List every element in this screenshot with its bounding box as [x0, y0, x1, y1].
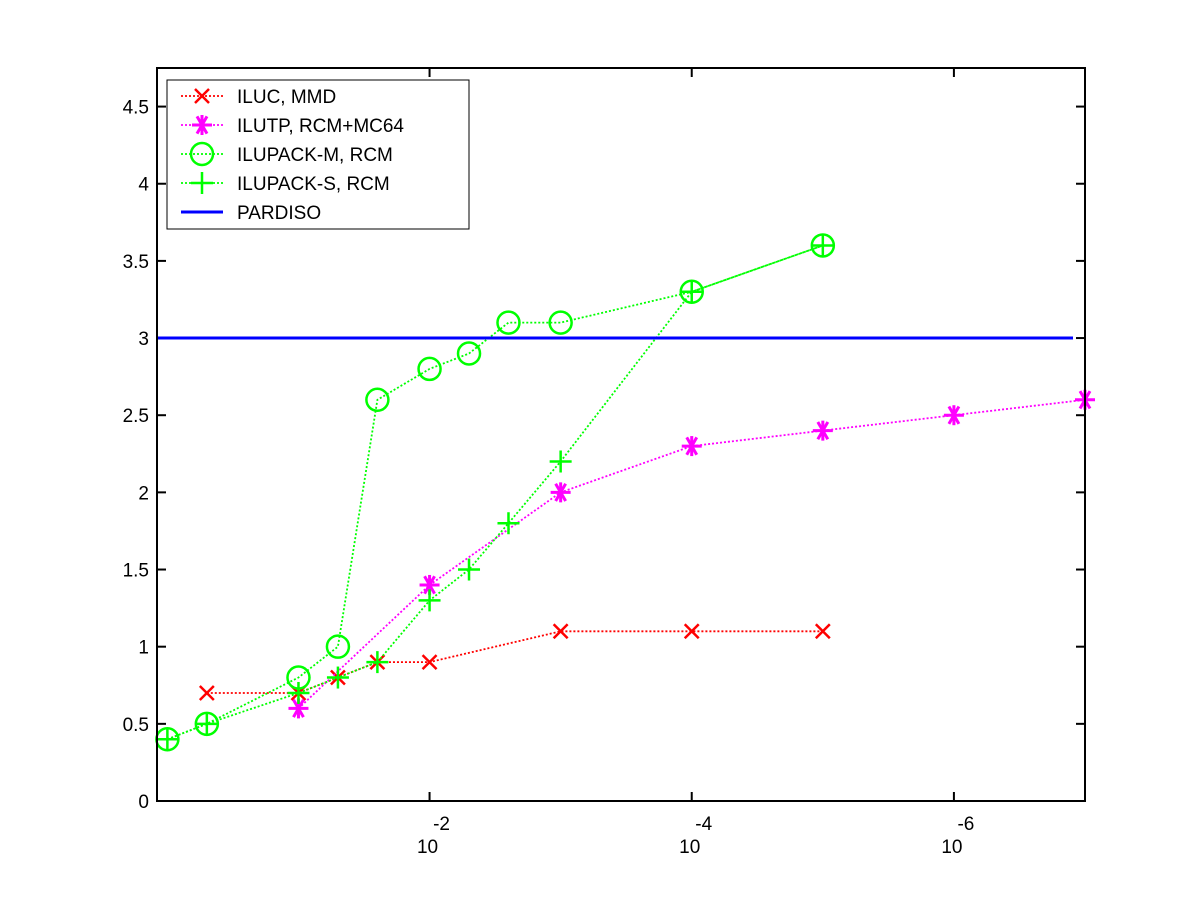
y-tick-label: 4.5: [123, 98, 149, 119]
series-1: [288, 389, 1095, 719]
circle-marker: [189, 141, 215, 167]
legend-item: ILUTP, RCM+MC64: [181, 115, 404, 137]
asterisk-marker: [812, 420, 833, 441]
y-tick-label: 1: [138, 638, 149, 659]
legend-item: ILUPACK-M, RCM: [181, 141, 393, 167]
x-tick-label-exponent: -2: [433, 814, 450, 835]
legend-label: ILUTP, RCM+MC64: [237, 116, 404, 137]
y-tick-label: 4: [138, 175, 149, 196]
x-tick-label-base: 10: [941, 837, 962, 858]
circle-marker: [417, 356, 442, 382]
asterisk-marker: [943, 405, 964, 426]
legend-item: ILUC, MMD: [181, 87, 336, 108]
y-tick-label: 0: [138, 792, 149, 813]
circle-marker: [325, 634, 351, 659]
circle-marker: [365, 387, 390, 413]
y-tick-label: 2: [138, 483, 149, 504]
circle-marker: [456, 341, 482, 366]
x-tick-label-exponent: -4: [695, 814, 712, 835]
legend-label: ILUPACK-M, RCM: [237, 145, 393, 166]
asterisk-marker: [681, 436, 702, 457]
series-3: [156, 234, 834, 751]
legend-item: PARDISO: [181, 203, 321, 224]
axis-ticks: 00.511.522.533.544.510-210-410-6: [123, 68, 1085, 858]
y-tick-label: 0.5: [123, 715, 149, 736]
x-marker: [421, 654, 438, 670]
x-tick-label-base: 10: [679, 837, 700, 858]
x-marker: [814, 623, 831, 640]
series-line: [206, 630, 823, 694]
asterisk-marker: [192, 115, 212, 135]
y-tick-label: 3.5: [123, 252, 149, 273]
y-tick-label: 3: [138, 329, 149, 350]
x-marker: [198, 685, 215, 701]
plot-frame: [156, 67, 1086, 802]
x-tick-label-base: 10: [417, 837, 438, 858]
circle-marker: [496, 310, 521, 335]
legend: ILUC, MMD ILUTP, RCM+MC64 ILUPACK-M, RCM IL…: [166, 79, 470, 230]
legend-label: ILUC, MMD: [237, 87, 336, 108]
y-tick-label: 1.5: [123, 561, 149, 582]
asterisk-marker: [550, 482, 571, 503]
legend-label: PARDISO: [237, 203, 321, 224]
y-tick-label: 2.5: [123, 406, 149, 427]
x-marker: [194, 88, 210, 104]
x-marker: [683, 623, 700, 640]
series-lines: [155, 233, 1095, 752]
x-tick-label-exponent: -6: [957, 814, 974, 835]
legend-item: ILUPACK-S, RCM: [181, 172, 390, 195]
circle-marker: [548, 310, 573, 335]
series-line: [167, 244, 824, 741]
x-marker: [552, 623, 569, 640]
legend-label: ILUPACK-S, RCM: [237, 174, 390, 195]
